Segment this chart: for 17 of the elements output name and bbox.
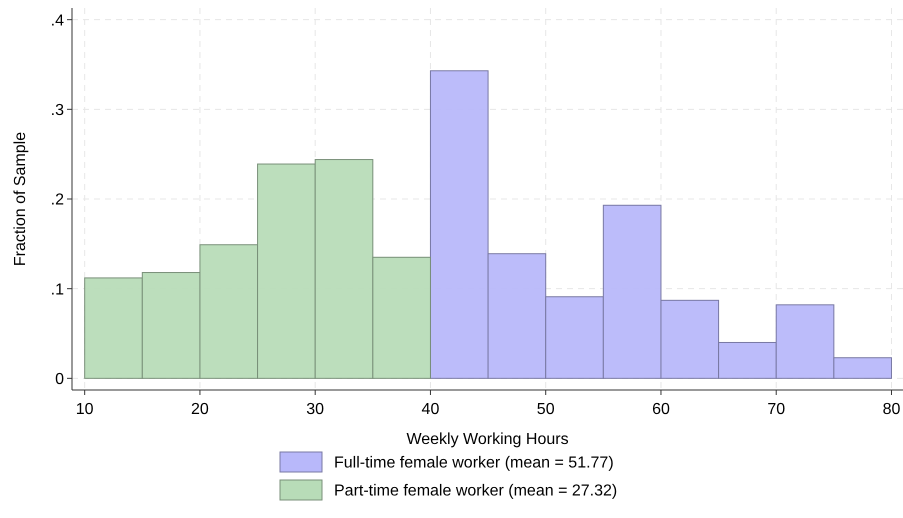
- x-axis-title: Weekly Working Hours: [406, 431, 569, 448]
- x-tick-label: 50: [536, 401, 555, 418]
- x-tick-label: 40: [422, 401, 440, 418]
- y-axis-title: Fraction of Sample: [12, 132, 29, 266]
- x-tick-label: 30: [306, 401, 324, 418]
- y-tick-label: 0: [55, 370, 64, 388]
- x-tick-label: 70: [767, 401, 786, 418]
- x-tick-label: 10: [76, 401, 94, 418]
- x-tick-label: 20: [191, 401, 209, 418]
- x-tick-label: 60: [652, 401, 670, 418]
- legend-label: Full-time female worker (mean = 51.77): [334, 454, 614, 472]
- y-tick-label: .2: [50, 192, 64, 209]
- y-tick-label: .4: [50, 12, 64, 30]
- legend-label: Part-time female worker (mean = 27.32): [334, 482, 618, 500]
- y-tick-label: .3: [50, 102, 64, 119]
- y-tick-label: .1: [50, 281, 64, 298]
- x-tick-label: 80: [882, 401, 900, 418]
